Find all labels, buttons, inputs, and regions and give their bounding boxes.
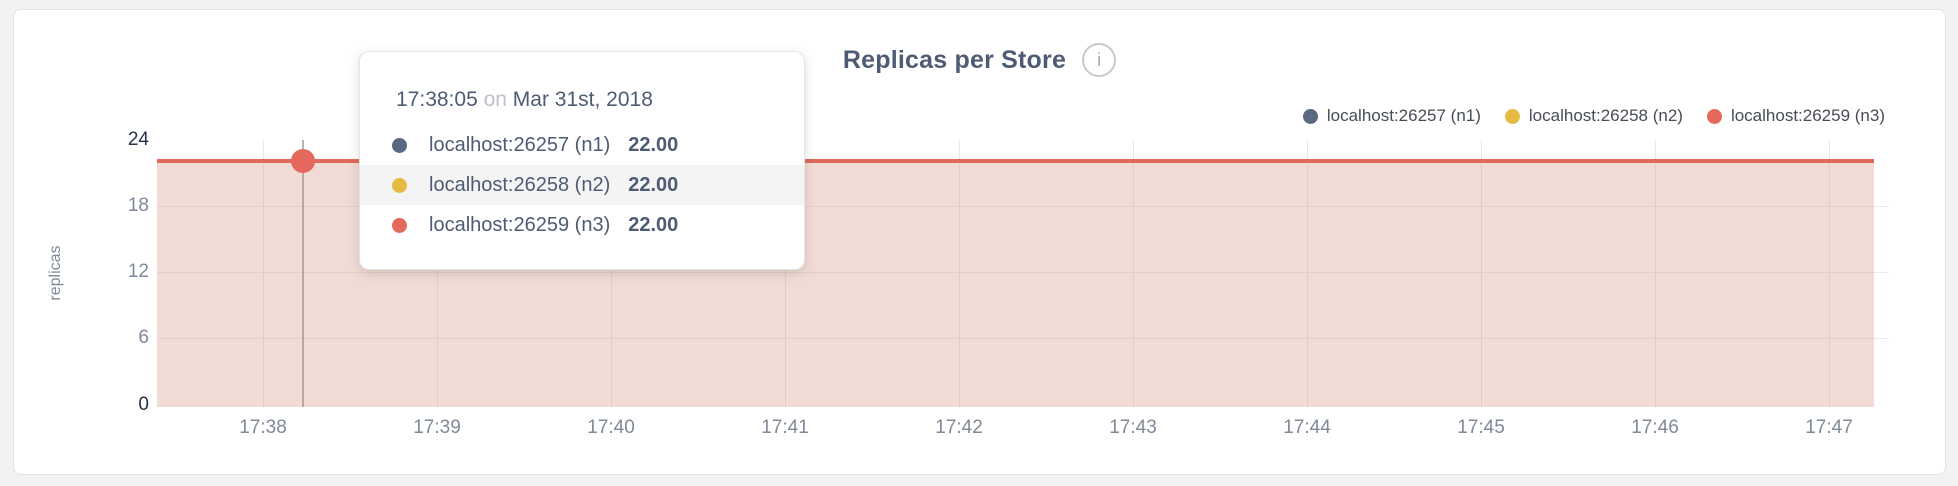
legend-item-n3[interactable]: localhost:26259 (n3) — [1706, 106, 1885, 126]
grid-line-horizontal — [157, 272, 1889, 273]
grid-line-vertical — [263, 140, 264, 407]
grid-line-vertical — [1655, 140, 1656, 407]
y-tick-label: 6 — [138, 327, 149, 348]
tooltip-time: 17:38:05 — [396, 88, 478, 111]
hover-point — [291, 149, 315, 173]
tooltip-row: localhost:26259 (n3) 22.00 — [360, 205, 804, 245]
series-label: localhost:26259 (n3) — [429, 213, 611, 236]
tooltip-timestamp: 17:38:05 on Mar 31st, 2018 — [360, 88, 804, 112]
y-tick-label: 24 — [127, 129, 149, 150]
series-value: 22.00 — [628, 213, 679, 236]
grid-line-vertical — [611, 140, 612, 407]
series-n2-dot-icon — [1504, 108, 1520, 124]
series-n1-dot-icon — [1302, 108, 1318, 124]
grid-line-vertical — [1829, 140, 1830, 407]
x-tick-label: 17:46 — [1631, 417, 1679, 438]
grid-line-vertical — [785, 140, 786, 407]
tooltip-row: localhost:26257 (n1) 22.00 — [360, 125, 804, 165]
x-tick-label: 17:41 — [761, 417, 809, 438]
x-tick-label: 17:45 — [1457, 417, 1505, 438]
y-tick-label: 12 — [127, 261, 149, 282]
series-label: localhost:26258 (n2) — [429, 173, 611, 196]
series-value: 22.00 — [628, 133, 679, 156]
series-label: localhost:26257 (n1) — [429, 133, 611, 156]
grid-line-horizontal — [157, 338, 1889, 339]
x-tick-label: 17:38 — [239, 417, 287, 438]
tooltip: 17:38:05 on Mar 31st, 2018 localhost:262… — [359, 51, 805, 270]
x-tick-label: 17:42 — [935, 417, 983, 438]
legend-item-n2[interactable]: localhost:26258 (n2) — [1504, 106, 1683, 126]
grid-line-vertical — [1133, 140, 1134, 407]
legend-item-n1[interactable]: localhost:26257 (n1) — [1302, 106, 1481, 126]
hover-guideline — [302, 140, 304, 407]
y-axis-title: replicas — [47, 245, 64, 301]
grid-line-horizontal — [157, 206, 1889, 207]
series-value: 22.00 — [628, 173, 679, 196]
tooltip-date: Mar 31st, 2018 — [512, 88, 653, 111]
x-tick-label: 17:47 — [1805, 417, 1853, 438]
chart-title: Replicas per Store — [842, 45, 1067, 74]
series-line — [157, 159, 1874, 163]
series-n2-dot-icon — [392, 177, 407, 193]
series-n3-dot-icon — [1706, 108, 1722, 124]
grid-line-vertical — [437, 140, 438, 407]
x-tick-label: 17:43 — [1109, 417, 1157, 438]
grid-line-vertical — [1307, 140, 1308, 407]
y-tick-label: 18 — [127, 195, 149, 216]
legend-label: localhost:26257 (n1) — [1326, 106, 1481, 125]
series-n1-dot-icon — [392, 137, 407, 153]
tooltip-conjunction: on — [483, 88, 507, 111]
grid-line-vertical — [1481, 140, 1482, 407]
grid-line-vertical — [959, 140, 960, 407]
tooltip-rows: localhost:26257 (n1) 22.00 localhost:262… — [360, 125, 804, 245]
legend-label: localhost:26258 (n2) — [1528, 106, 1683, 125]
chart-header: Replicas per Store i — [14, 43, 1945, 77]
x-tick-label: 17:40 — [587, 417, 635, 438]
chart-card: Replicas per Store i localhost:26257 (n1… — [13, 9, 1946, 475]
series-n3-dot-icon — [392, 217, 407, 233]
x-tick-label: 17:39 — [413, 417, 461, 438]
legend-label: localhost:26259 (n3) — [1730, 106, 1885, 125]
info-icon[interactable]: i — [1082, 43, 1117, 77]
tooltip-row: localhost:26258 (n2) 22.00 — [360, 165, 804, 205]
x-tick-label: 17:44 — [1283, 417, 1331, 438]
legend: localhost:26257 (n1) localhost:26258 (n2… — [1302, 106, 1885, 126]
y-tick-label: 0 — [138, 394, 149, 415]
